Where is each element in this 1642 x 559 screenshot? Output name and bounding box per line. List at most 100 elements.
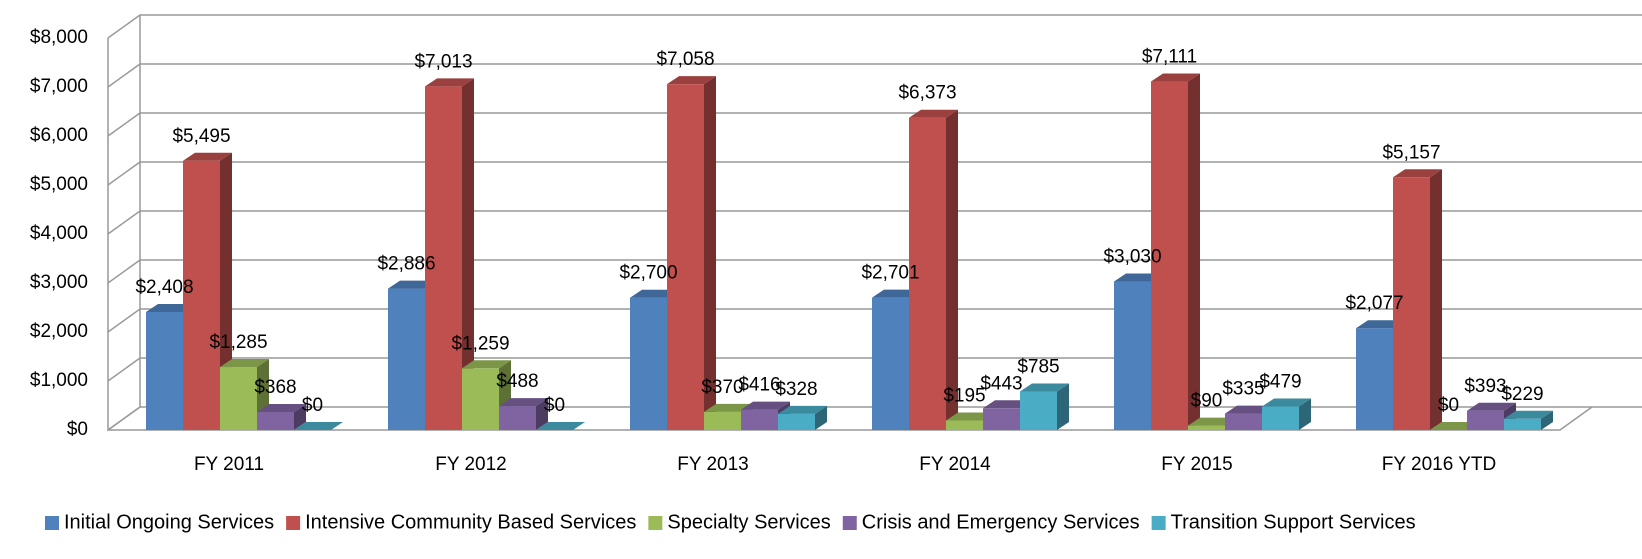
data-label: $0 [302, 395, 323, 416]
bar [462, 368, 499, 430]
bar [909, 117, 946, 431]
x-tick-label: FY 2016 YTD [1382, 454, 1496, 475]
bar [1356, 328, 1393, 430]
bar-top [1356, 320, 1405, 329]
bar-top [778, 405, 827, 414]
data-label: $7,013 [414, 51, 472, 72]
bar-top [909, 109, 958, 118]
data-label: $368 [254, 377, 296, 398]
legend-swatch [1151, 516, 1166, 530]
y-tick-label: $0 [67, 419, 88, 440]
data-label: $2,886 [377, 254, 435, 275]
x-tick-label: FY 2012 [435, 454, 506, 475]
data-label: $5,157 [1382, 142, 1440, 163]
bar-top [946, 412, 995, 421]
data-label: $479 [1259, 372, 1301, 393]
data-label: $0 [1438, 395, 1459, 416]
data-label: $229 [1501, 384, 1543, 405]
bar-top [183, 152, 232, 161]
legend-label: Initial Ongoing Services [64, 511, 274, 533]
data-label: $6,373 [898, 83, 956, 104]
floor-edge [108, 406, 1593, 431]
legend-label: Intensive Community Based Services [305, 511, 636, 533]
x-tick-label: FY 2013 [677, 454, 748, 475]
y-tick-label: $4,000 [30, 223, 88, 244]
bar-side [815, 405, 827, 430]
bar-top [983, 400, 1032, 409]
legend-swatch [286, 516, 301, 530]
legend-label: Crisis and Emergency Services [862, 511, 1140, 533]
y-tick-label: $3,000 [30, 272, 88, 293]
bar-top [630, 289, 679, 298]
bar [499, 406, 536, 430]
grid-line [107, 210, 1642, 235]
data-label: $488 [496, 371, 538, 392]
bar-top [257, 403, 306, 412]
bar-side [1541, 410, 1553, 430]
data-label: $785 [1017, 357, 1059, 378]
legend-label: Specialty Services [667, 511, 830, 533]
data-label: $335 [1222, 379, 1264, 400]
bar-side [1188, 73, 1200, 430]
bar-side [294, 403, 306, 430]
grid-line [107, 161, 1642, 186]
bar-top [1262, 398, 1311, 407]
bar [1020, 391, 1057, 430]
bar [1225, 413, 1262, 430]
bar [1262, 406, 1299, 430]
bar-top [1225, 405, 1274, 414]
bar-top [1151, 73, 1200, 82]
bar [667, 84, 704, 431]
data-label: $2,700 [619, 263, 677, 284]
bar [872, 297, 909, 430]
y-tick-label: $7,000 [30, 76, 88, 97]
data-label: $5,495 [172, 126, 230, 147]
data-label: $0 [544, 395, 565, 416]
bar [183, 160, 220, 430]
bar [630, 297, 667, 430]
bar-side [1057, 383, 1069, 430]
bar-top [741, 401, 790, 410]
data-label: $1,259 [451, 333, 509, 354]
grid-line [107, 63, 1642, 88]
bar-side [946, 109, 958, 431]
y-tick-label: $6,000 [30, 125, 88, 146]
bar-top [294, 422, 343, 430]
x-tick-label: FY 2015 [1161, 454, 1232, 475]
bar-top [146, 304, 195, 313]
bar [425, 86, 462, 430]
data-label: $195 [943, 385, 985, 406]
legend-swatch [842, 516, 857, 530]
bar [1151, 81, 1188, 430]
bar [146, 312, 183, 430]
bar [1188, 425, 1225, 430]
grid-line [107, 112, 1642, 137]
bar-top [1188, 417, 1237, 426]
bar-top [462, 360, 511, 369]
bar [1393, 177, 1430, 430]
data-label: $328 [775, 379, 817, 400]
bar [983, 408, 1020, 430]
data-label: $7,111 [1142, 47, 1197, 68]
data-label: $416 [738, 375, 780, 396]
bar-top [425, 78, 474, 87]
data-label: $370 [701, 377, 743, 398]
bar [1467, 410, 1504, 430]
bar-top [872, 289, 921, 298]
grid-line [107, 14, 1642, 39]
bar-side [220, 152, 232, 430]
legend-swatch [45, 516, 59, 530]
bar [741, 409, 778, 430]
bar [220, 367, 257, 430]
x-tick-label: FY 2014 [919, 454, 991, 475]
bar-top [536, 422, 585, 430]
data-label: $2,701 [861, 263, 919, 284]
bar [704, 411, 741, 430]
bar-top [499, 398, 548, 407]
bar-top [667, 76, 716, 85]
bar-top [1504, 410, 1553, 419]
data-label: $7,058 [656, 49, 714, 70]
bar-side [704, 76, 716, 431]
data-label: $2,077 [1345, 293, 1403, 314]
bar-top [1393, 169, 1442, 178]
